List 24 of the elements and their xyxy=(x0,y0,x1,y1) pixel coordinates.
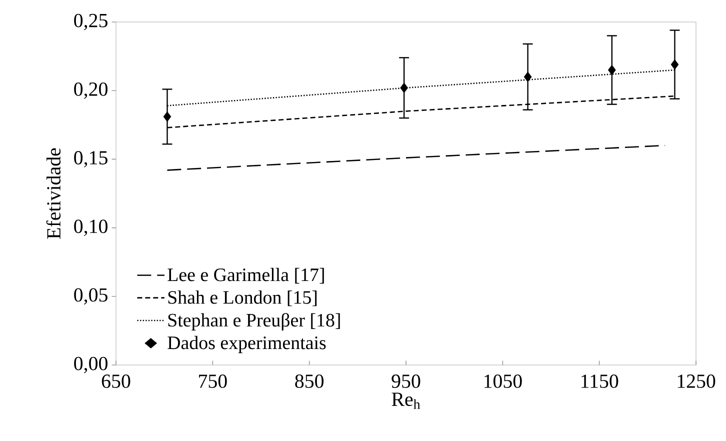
x-tick-label: 1250 xyxy=(678,374,716,388)
x-tick-label: 1050 xyxy=(484,374,522,388)
y-tick-label: 0,20 xyxy=(74,82,108,99)
legend-label: Lee e Garimella [17] xyxy=(168,268,324,284)
y-tick-label: 0,00 xyxy=(74,356,108,374)
point xyxy=(608,64,616,76)
y-tick-label: 0,10 xyxy=(74,220,108,236)
x-tick-label: 1150 xyxy=(582,374,618,388)
point xyxy=(400,82,408,94)
legend-label: Stephan e Preuβer [18] xyxy=(168,313,340,330)
y-tick-label: 0,05 xyxy=(74,288,108,305)
x-tick-label: 750 xyxy=(199,374,227,388)
x-tick-label: 850 xyxy=(295,374,324,388)
point xyxy=(670,59,679,70)
y-axis-title: Efetividade xyxy=(46,148,61,239)
point xyxy=(163,111,172,122)
x-axis-title: Re$_{h}$ xyxy=(392,392,420,409)
x-tick-label: 950 xyxy=(392,374,420,388)
y-tick-label: 0,25 xyxy=(74,14,108,30)
legend-label: Shah e London [15] xyxy=(168,290,317,306)
legend-label: Dados experimentais xyxy=(168,336,326,354)
y-tick-label: 0,15 xyxy=(74,151,108,168)
point xyxy=(524,72,532,82)
x-tick-label: 650 xyxy=(102,374,130,388)
